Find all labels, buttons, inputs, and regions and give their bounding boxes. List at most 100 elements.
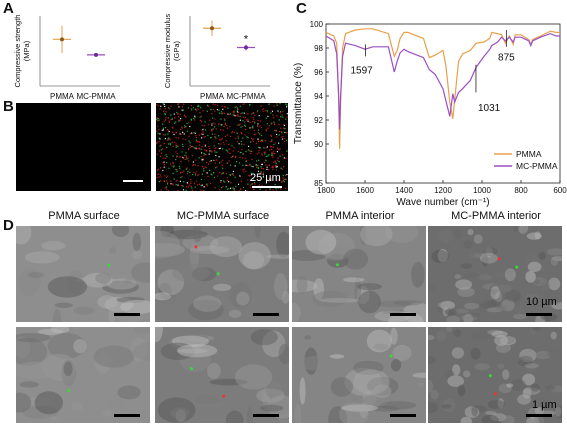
- fluorescence-dot: [162, 169, 164, 172]
- fluorescence-dot: [213, 145, 215, 147]
- fluorescence-dot: [192, 165, 194, 167]
- fluorescence-dot: [264, 159, 266, 161]
- scale-bar: [390, 313, 416, 316]
- fluorescence-dot: [270, 146, 272, 148]
- fluorescence-dot: [236, 109, 239, 111]
- fluorescence-dot: [166, 183, 169, 185]
- fluorescence-dot: [259, 147, 261, 149]
- texture-blob: [47, 276, 88, 298]
- fluorescence-dot: [171, 118, 173, 120]
- texture-blob: [265, 380, 282, 399]
- fluorescence-dot: [233, 111, 235, 113]
- fluorescence-dot: [169, 144, 171, 146]
- fluorescence-dot: [195, 159, 197, 161]
- fluorescence-dot: [237, 114, 239, 116]
- fluorescence-dot: [247, 113, 249, 115]
- texture-blob: [328, 406, 348, 423]
- texture-blob: [27, 271, 45, 279]
- fluorescence-dot: [169, 138, 171, 140]
- texture-blob: [353, 360, 384, 375]
- fluorescence-dot: [202, 133, 204, 135]
- fluorescence-dot: [276, 166, 278, 168]
- fluorescence-dot: [220, 129, 222, 131]
- fluorescence-dot: [283, 127, 285, 129]
- fluorescence-dot: [226, 150, 228, 152]
- fluorescence-dot: [213, 149, 216, 152]
- fluorescence-dot: [233, 147, 235, 149]
- fluorescence-dot: [232, 174, 235, 176]
- fluorescence-dot: [282, 174, 284, 177]
- ftir-spectrum-chart: 85 90 92 94 96 98 100 1800 1600 1400 1200 1000 800 60…: [293, 20, 567, 208]
- texture-blob: [339, 402, 369, 423]
- fluorescence-dot: [207, 105, 209, 107]
- fluorescence-dot: [234, 114, 236, 117]
- texture-blob: [477, 296, 488, 304]
- fluorescence-dot: [220, 139, 222, 141]
- texture-blob: [366, 329, 392, 353]
- fluorescence-dot: [200, 189, 202, 191]
- texture-blob: [155, 327, 163, 343]
- green-marker: [515, 265, 519, 269]
- fluorescence-dot: [207, 104, 209, 106]
- fluorescence-dot: [204, 121, 206, 123]
- fluorescence-dot: [279, 148, 281, 150]
- fluorescence-dot: [243, 116, 245, 118]
- fluorescence-dot: [281, 181, 283, 183]
- fluorescence-dot: [167, 143, 170, 145]
- texture-blob: [514, 305, 525, 314]
- texture-blob: [497, 398, 505, 409]
- texture-blob: [351, 376, 387, 385]
- fluorescence-dot: [271, 122, 273, 124]
- texture-blob: [318, 232, 355, 260]
- sem-texture: [16, 226, 150, 322]
- fluorescence-dot: [195, 135, 197, 137]
- caption-mc-pmma-interior: MC-PMMA interior: [451, 210, 541, 222]
- significance-annotation: *: [244, 34, 249, 46]
- fluorescence-dot: [272, 154, 274, 157]
- fluorescence-dot: [162, 123, 164, 125]
- scale-bar: [253, 313, 279, 316]
- fluorescence-dot: [245, 150, 247, 152]
- fluorescence-dot: [182, 157, 185, 159]
- texture-blob: [525, 270, 536, 283]
- fluorescence-dot: [201, 158, 203, 160]
- fluorescence-dot: [273, 105, 275, 107]
- texture-blob: [452, 329, 462, 337]
- fluorescence-dot: [260, 171, 262, 173]
- texture-blob: [16, 361, 57, 380]
- fluorescence-dot: [175, 137, 177, 139]
- fluorescence-dot: [179, 133, 181, 135]
- fluorescence-dot: [193, 183, 196, 185]
- texture-blob: [37, 328, 63, 336]
- texture-blob: [438, 368, 455, 374]
- fluorescence-dot: [219, 112, 221, 114]
- texture-blob: [367, 376, 399, 396]
- fluorescence-dot: [163, 180, 165, 182]
- fluorescence-dot: [280, 131, 283, 133]
- fluorescence-dot: [188, 184, 191, 186]
- fluorescence-dot: [186, 155, 188, 157]
- fluorescence-dot: [195, 172, 197, 174]
- fluorescence-dot: [249, 150, 251, 152]
- texture-blob: [61, 359, 77, 387]
- texture-blob: [428, 402, 439, 414]
- fluorescence-dot: [261, 153, 263, 155]
- fluorescence-dot: [194, 108, 196, 110]
- texture-blob: [553, 405, 562, 419]
- peak-annotation: 1597: [350, 66, 373, 77]
- fluorescence-dot: [167, 139, 169, 141]
- fluorescence-dot: [212, 108, 214, 111]
- texture-blob: [463, 240, 474, 249]
- fluorescence-dot: [201, 132, 203, 135]
- fluorescence-dot: [261, 184, 263, 187]
- fluorescence-dot: [268, 179, 270, 181]
- texture-blob: [517, 359, 532, 367]
- texture-blob: [357, 283, 382, 291]
- fluorescence-dot: [190, 108, 193, 110]
- fluorescence-dot: [194, 119, 196, 121]
- fluorescence-dot: [229, 164, 232, 166]
- fluorescence-dot: [214, 162, 216, 164]
- fluorescence-dot: [195, 147, 197, 149]
- texture-blob: [522, 373, 536, 386]
- fluorescence-dot: [275, 130, 277, 132]
